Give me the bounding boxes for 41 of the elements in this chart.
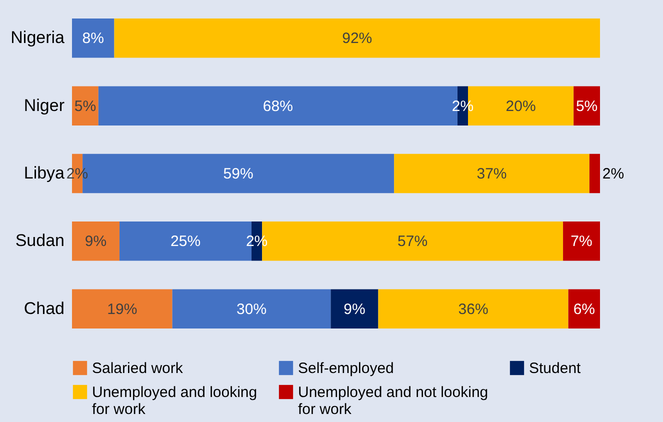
data-label: 92% xyxy=(342,30,372,48)
bar xyxy=(114,18,600,58)
y-tick-label: Nigeria xyxy=(10,28,66,48)
bar xyxy=(563,222,600,261)
legend-label: Unemployed and looking for work xyxy=(92,384,258,418)
bar xyxy=(72,222,120,261)
y-tick-label: Chad xyxy=(24,298,64,318)
bar xyxy=(589,154,600,194)
data-label: 9% xyxy=(84,233,107,250)
bar xyxy=(72,86,98,126)
data-label: 68% xyxy=(262,98,293,115)
data-label: 20% xyxy=(506,98,536,115)
data-label: 25% xyxy=(170,233,201,250)
data-label: 37% xyxy=(476,166,507,182)
bar xyxy=(172,289,331,328)
bar xyxy=(330,289,378,328)
data-label: 5% xyxy=(576,98,598,115)
legend-label: Unemployed and not looking for work xyxy=(298,384,488,418)
data-label: 36% xyxy=(458,300,488,318)
bar xyxy=(378,289,568,328)
data-label: 5% xyxy=(74,98,96,115)
bar xyxy=(72,18,114,58)
data-label: 57% xyxy=(398,233,428,250)
data-label: 19% xyxy=(107,300,138,318)
data-label: 6% xyxy=(573,300,596,318)
legend-label: Self-employed xyxy=(298,360,394,377)
bar xyxy=(72,289,172,328)
y-tick-label: Niger xyxy=(24,96,65,115)
y-tick-label: Libya xyxy=(24,164,66,182)
bar xyxy=(394,154,590,194)
data-label: 59% xyxy=(223,166,254,182)
bar xyxy=(574,86,600,126)
data-label: 8% xyxy=(82,30,104,48)
bar xyxy=(568,289,600,328)
data-label: 9% xyxy=(344,300,366,318)
data-label: 7% xyxy=(570,233,592,250)
legend-label: Salaried work xyxy=(92,360,184,377)
data-label: 2% xyxy=(602,166,624,182)
legend-label: Student xyxy=(529,360,582,377)
y-tick-label: Sudan xyxy=(15,231,64,250)
data-label: 30% xyxy=(236,300,267,318)
